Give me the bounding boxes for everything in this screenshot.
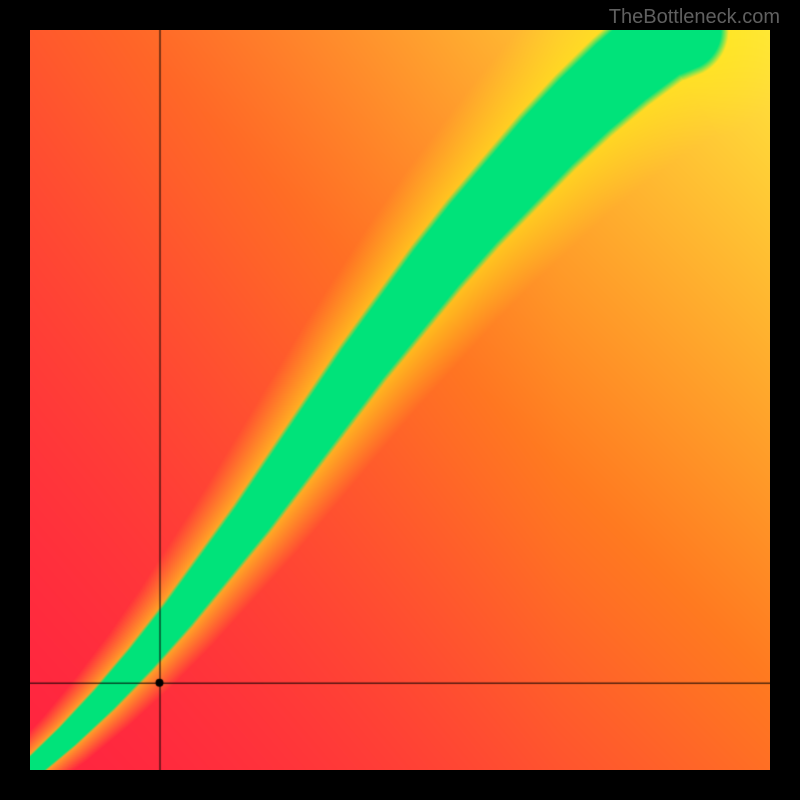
watermark-text: TheBottleneck.com (609, 6, 780, 29)
heatmap-canvas (30, 30, 770, 770)
heatmap-plot (30, 30, 770, 770)
